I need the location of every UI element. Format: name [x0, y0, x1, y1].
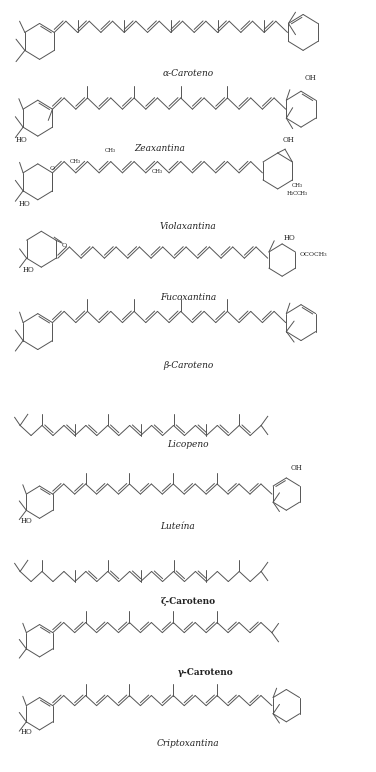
- Text: Fucoxantina: Fucoxantina: [160, 293, 216, 303]
- Text: O: O: [50, 165, 55, 171]
- Text: Criptoxantina: Criptoxantina: [157, 739, 219, 748]
- Text: HO: HO: [23, 266, 34, 274]
- Text: HO: HO: [19, 199, 31, 208]
- Text: HO: HO: [21, 729, 32, 736]
- Text: OCOCH₃: OCOCH₃: [300, 252, 327, 258]
- Text: HO: HO: [284, 234, 296, 242]
- Text: Violaxantina: Violaxantina: [160, 222, 216, 232]
- Text: OH: OH: [305, 74, 316, 82]
- Text: HO: HO: [15, 136, 27, 144]
- Text: β-Caroteno: β-Caroteno: [163, 361, 213, 370]
- Text: O: O: [62, 243, 67, 248]
- Text: α-Caroteno: α-Caroteno: [162, 69, 214, 78]
- Text: OH: OH: [283, 136, 295, 144]
- Text: Luteína: Luteína: [160, 522, 195, 531]
- Text: HO: HO: [21, 516, 32, 525]
- Text: OH: OH: [291, 465, 302, 472]
- Text: γ-Caroteno: γ-Caroteno: [178, 668, 233, 677]
- Text: Zeaxantina: Zeaxantina: [134, 144, 185, 153]
- Text: CH₃: CH₃: [70, 160, 82, 164]
- Text: CH₃: CH₃: [105, 148, 117, 154]
- Text: ζ-Caroteno: ζ-Caroteno: [161, 597, 215, 606]
- Text: CH₃: CH₃: [152, 169, 163, 174]
- Text: H₃C: H₃C: [287, 191, 298, 195]
- Text: Licopeno: Licopeno: [167, 439, 209, 449]
- Text: CH₃: CH₃: [297, 191, 308, 195]
- Text: CH₃: CH₃: [291, 183, 303, 188]
